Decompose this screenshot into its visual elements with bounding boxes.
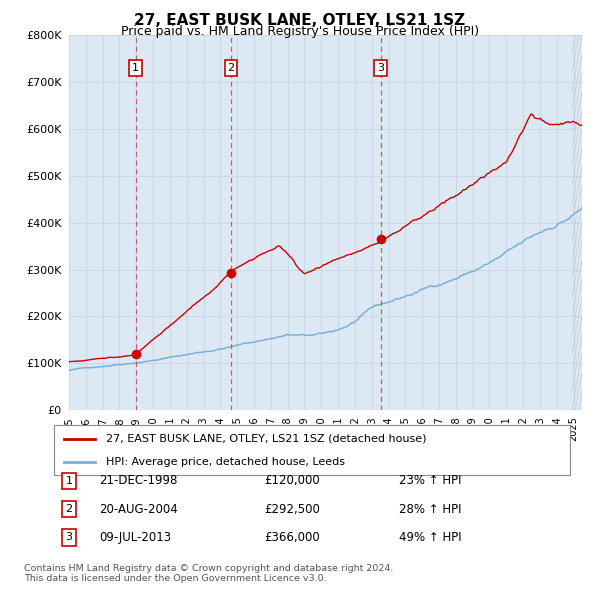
Text: 1: 1 xyxy=(65,476,73,486)
Text: 27, EAST BUSK LANE, OTLEY, LS21 1SZ (detached house): 27, EAST BUSK LANE, OTLEY, LS21 1SZ (det… xyxy=(106,434,426,444)
Text: 27, EAST BUSK LANE, OTLEY, LS21 1SZ: 27, EAST BUSK LANE, OTLEY, LS21 1SZ xyxy=(134,13,466,28)
Text: 49% ↑ HPI: 49% ↑ HPI xyxy=(399,531,461,544)
Text: 3: 3 xyxy=(377,63,384,73)
Text: 20-AUG-2004: 20-AUG-2004 xyxy=(99,503,178,516)
Text: 23% ↑ HPI: 23% ↑ HPI xyxy=(399,474,461,487)
FancyBboxPatch shape xyxy=(54,425,570,475)
Text: 3: 3 xyxy=(65,533,73,542)
Text: £292,500: £292,500 xyxy=(264,503,320,516)
Text: HPI: Average price, detached house, Leeds: HPI: Average price, detached house, Leed… xyxy=(106,457,344,467)
Text: 2: 2 xyxy=(65,504,73,514)
Text: £120,000: £120,000 xyxy=(264,474,320,487)
Text: 21-DEC-1998: 21-DEC-1998 xyxy=(99,474,178,487)
Text: Price paid vs. HM Land Registry's House Price Index (HPI): Price paid vs. HM Land Registry's House … xyxy=(121,25,479,38)
Text: 28% ↑ HPI: 28% ↑ HPI xyxy=(399,503,461,516)
Text: £366,000: £366,000 xyxy=(264,531,320,544)
Text: 09-JUL-2013: 09-JUL-2013 xyxy=(99,531,171,544)
Text: 2: 2 xyxy=(227,63,235,73)
Text: Contains HM Land Registry data © Crown copyright and database right 2024.
This d: Contains HM Land Registry data © Crown c… xyxy=(24,563,394,583)
Text: 1: 1 xyxy=(132,63,139,73)
